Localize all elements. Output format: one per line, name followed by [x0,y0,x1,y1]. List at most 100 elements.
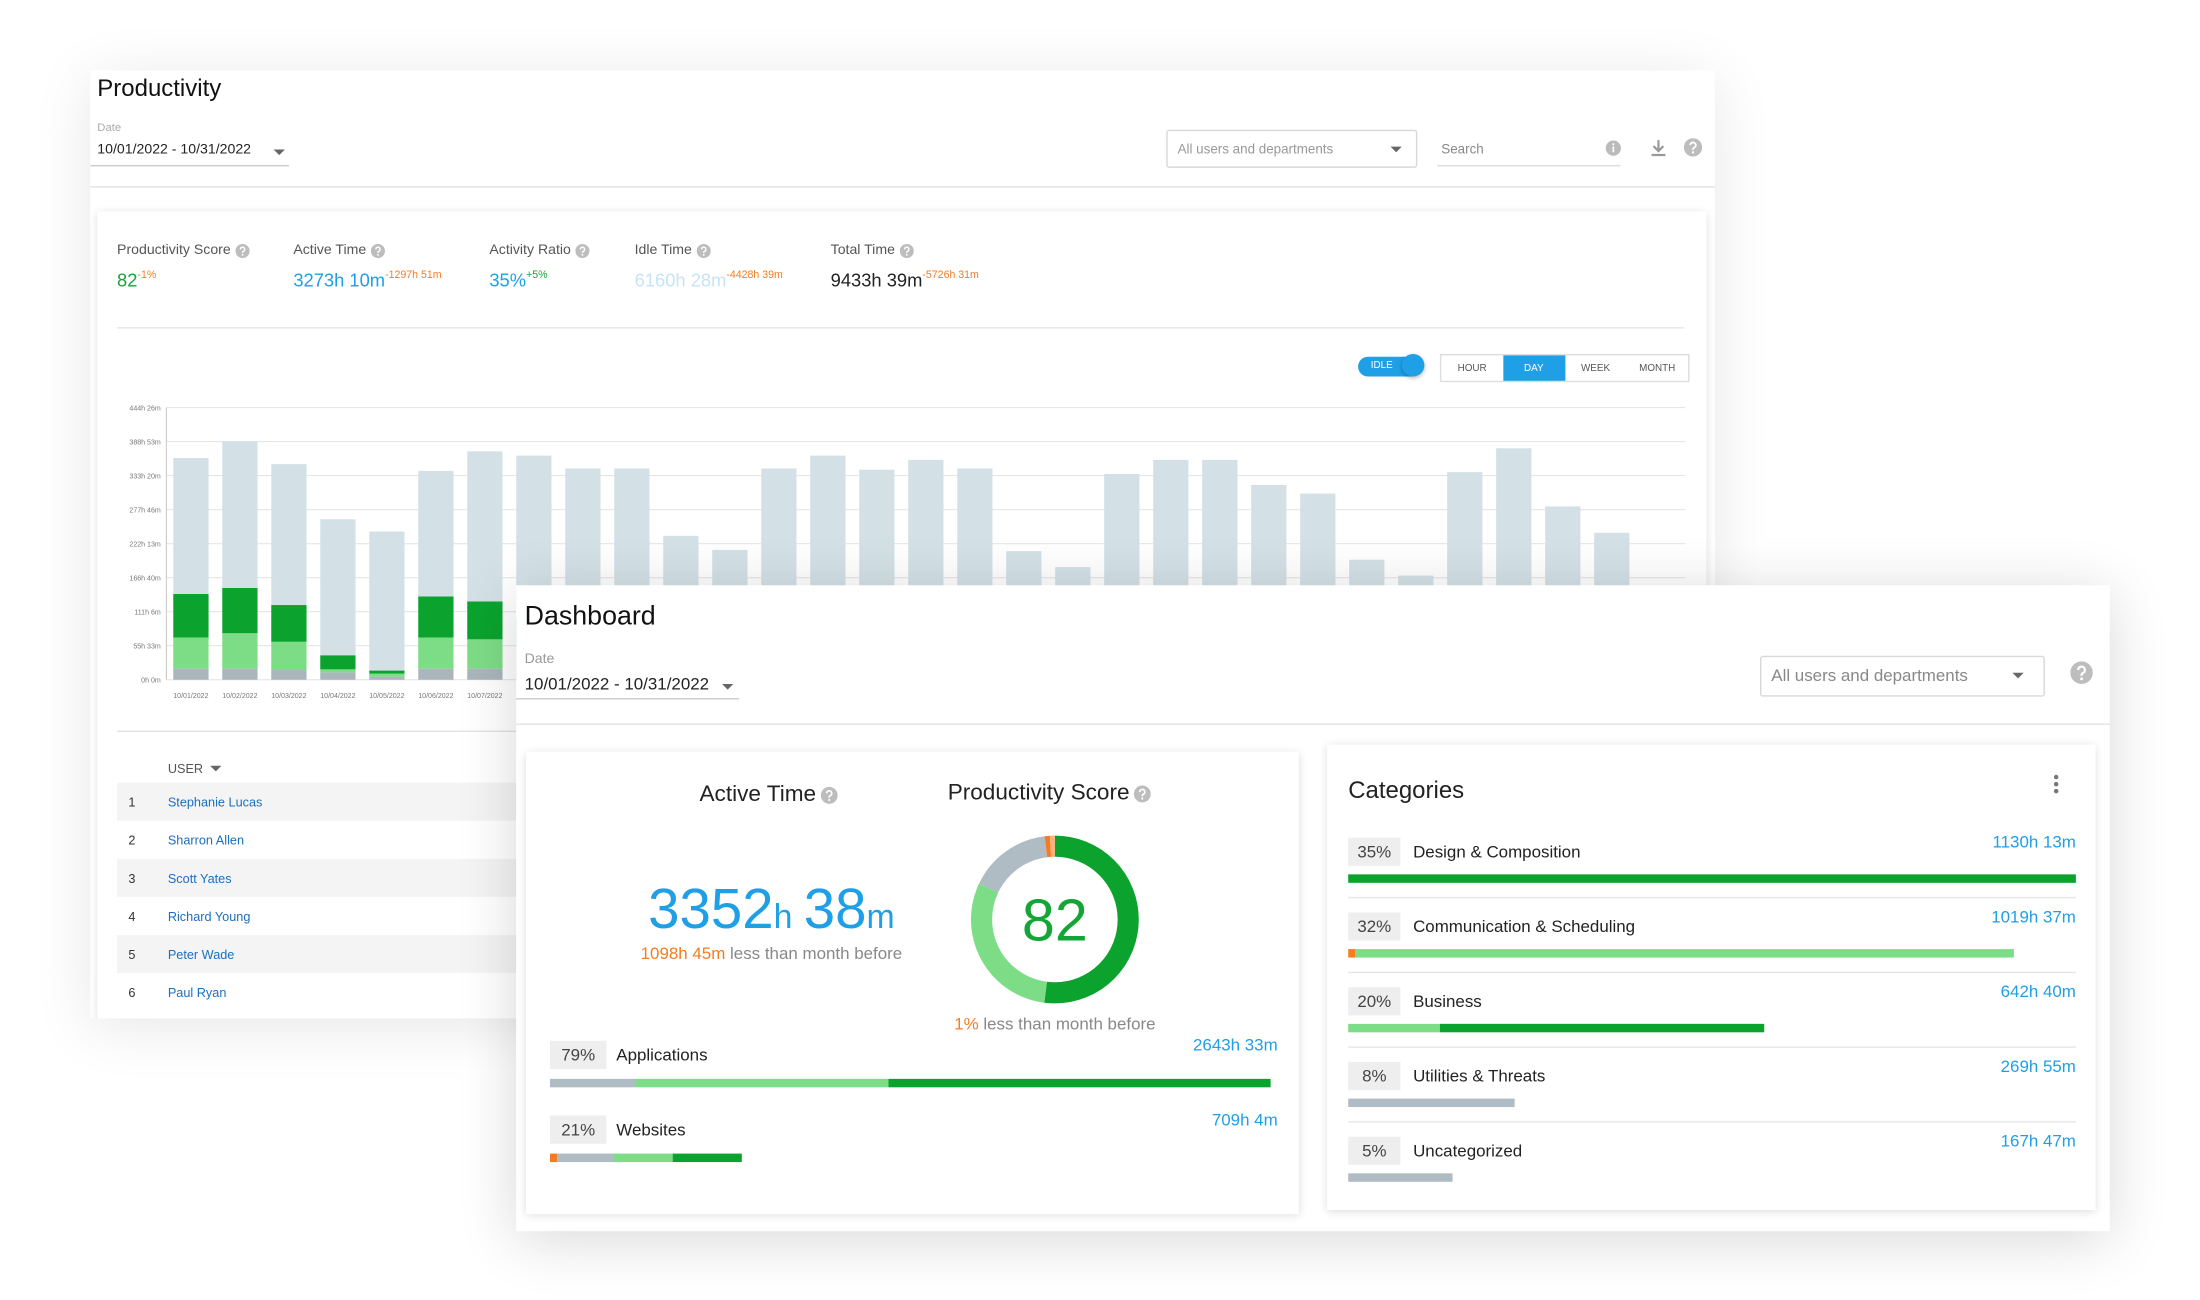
help-icon[interactable] [370,243,385,258]
bar-segment [550,1153,558,1163]
icon-glyph [903,245,910,253]
user-name[interactable]: Stephanie Lucas [167,795,263,810]
rank: 3 [128,871,136,886]
user-name[interactable]: Sharron Allen [167,833,245,848]
metric-label: Active Time [293,242,385,259]
value: 3273h 10m [293,269,386,291]
underline [516,698,739,700]
y-tick-label: 0h 0m [141,678,161,685]
icon-glyph [1689,141,1697,150]
x-tick-label: 10/03/2022 [271,693,306,700]
user-name[interactable]: Peter Wade [167,947,235,962]
filter-box[interactable] [1166,129,1418,168]
page-title: Productivity [97,74,222,102]
active-time-value: 3352h 38m [648,879,895,942]
bar-segment [467,639,503,669]
dropdown-arrow [2012,672,2024,679]
x-tick-label: 10/02/2022 [222,693,257,700]
bar-segment [271,605,307,642]
change: -1% [137,267,157,281]
bar-segment [467,668,503,680]
score-heading: Productivity Score [948,781,1151,806]
donut-segment [970,835,1139,1004]
active-time-heading: Active Time [699,783,838,808]
user-name[interactable]: Scott Yates [167,871,232,886]
help-icon[interactable] [2070,661,2093,684]
unit: m [866,898,895,937]
bar-segment [1439,1023,1765,1033]
icon-dot [827,798,830,802]
help-icon[interactable] [1133,785,1151,803]
x-tick-label: 10/05/2022 [369,693,404,700]
bar-segment [418,668,454,680]
date-picker[interactable]: 10/01/2022 - 10/31/2022 [524,674,710,694]
period-button[interactable]: WEEK [1580,363,1611,374]
period-button[interactable]: DAY [1502,355,1565,381]
icon-dot [2080,677,2084,681]
bar-segment [369,673,405,677]
period-button[interactable]: MONTH [1639,363,1676,374]
change: 1% [954,1013,979,1034]
info-icon[interactable] [1605,140,1622,157]
metric-label: Idle Time [635,243,711,258]
filter-text: All users and departments [1771,665,1968,686]
date-label: Date [97,121,122,134]
value: 35% [489,269,527,291]
icon-dot [905,253,908,256]
help-icon[interactable] [899,243,914,258]
row-time: 1130h 13m [1992,832,2076,852]
icon-dot [1691,151,1695,154]
percent-badge: 5% [1348,1136,1401,1165]
label: Productivity Score [117,242,231,259]
bar-segment [613,1153,673,1163]
bar-segment [1348,1173,1453,1182]
donut-center: 82 [1022,887,1088,954]
download-icon[interactable] [1649,138,1669,158]
help-slot [2070,661,2093,691]
page-title: Dashboard [524,602,656,632]
bar-segment [467,601,503,640]
separator [516,723,2110,725]
separator [1348,1046,2076,1048]
help-icon[interactable] [1683,138,1703,157]
row-name: Applications [616,1045,708,1065]
bar-segment [222,668,258,680]
percent-badge: 8% [1348,1061,1401,1091]
filter-box[interactable] [1760,655,2045,697]
value: 6160h 28m [634,269,727,291]
icon-dot [581,253,584,256]
minutes: 38 [803,878,867,941]
date-picker[interactable]: 10/01/2022 - 10/31/2022 [97,142,252,158]
help-icon[interactable] [820,786,838,804]
user-name[interactable]: Paul Ryan [167,985,227,1000]
row-time: 709h 4m [1211,1109,1278,1130]
table-header[interactable]: USER [167,761,204,776]
bar-segment [418,637,454,669]
search-input[interactable]: Search [1441,142,1484,158]
bar-segment [1348,874,2076,883]
user-name[interactable]: Richard Young [167,909,251,924]
label: Activity Ratio [489,242,571,259]
icon-glyph [1138,788,1146,797]
help-icon[interactable] [696,243,711,258]
dropdown-arrow [1390,146,1402,153]
row-name: Communication & Scheduling [1413,916,1636,937]
row-time: 269h 55m [2000,1056,2076,1077]
period-button[interactable]: HOUR [1457,363,1487,374]
change: -4428h 39m [726,267,783,281]
donut-chart: 82 [970,835,1139,1004]
label: Active Time [293,242,367,259]
bar-segment [173,668,209,680]
help-icon[interactable] [575,243,590,258]
donut-segment [970,835,1139,1004]
y-tick-label: 277h 46m [129,507,160,514]
metric-value: 9433h 39m-5726h 31m [831,268,979,294]
menu-icon[interactable] [2051,773,2062,796]
help-icon[interactable] [234,243,250,258]
change-text: less than month before [983,1013,1156,1034]
percent-badge: 21% [550,1115,607,1144]
separator [1348,1121,2076,1123]
y-tick-label: 222h 13m [129,541,160,548]
bar-segment [467,451,503,602]
bar-segment [636,1078,889,1088]
